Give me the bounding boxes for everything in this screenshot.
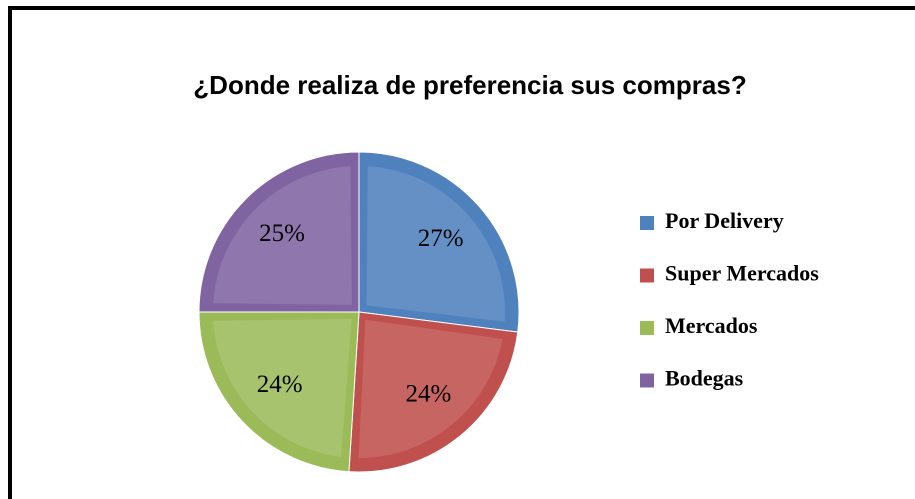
slice-bevel [213,166,352,305]
data-label: 24% [257,371,303,398]
legend-label: Por Delivery [665,208,784,233]
data-label: 27% [418,225,464,252]
pie-slice [348,311,519,473]
legend-label: Super Mercados [665,261,819,286]
slice-bevel [213,318,352,457]
legend-swatch [640,373,654,388]
slice-bevel [366,166,506,322]
pie-slice [198,151,360,313]
pie-slice [358,151,520,333]
legend-swatch [640,268,654,283]
legend-swatch [640,321,654,335]
chart-title: ¿Donde realiza de preferencia sus compra… [193,70,746,100]
frame [8,6,915,499]
pie-slice [198,311,360,473]
slice-bevel [358,319,503,458]
legend-label: Bodegas [665,366,744,391]
data-label: 25% [259,220,305,247]
legend-label: Mercados [665,313,758,338]
legend-swatch [640,216,654,230]
data-label: 24% [405,381,451,408]
